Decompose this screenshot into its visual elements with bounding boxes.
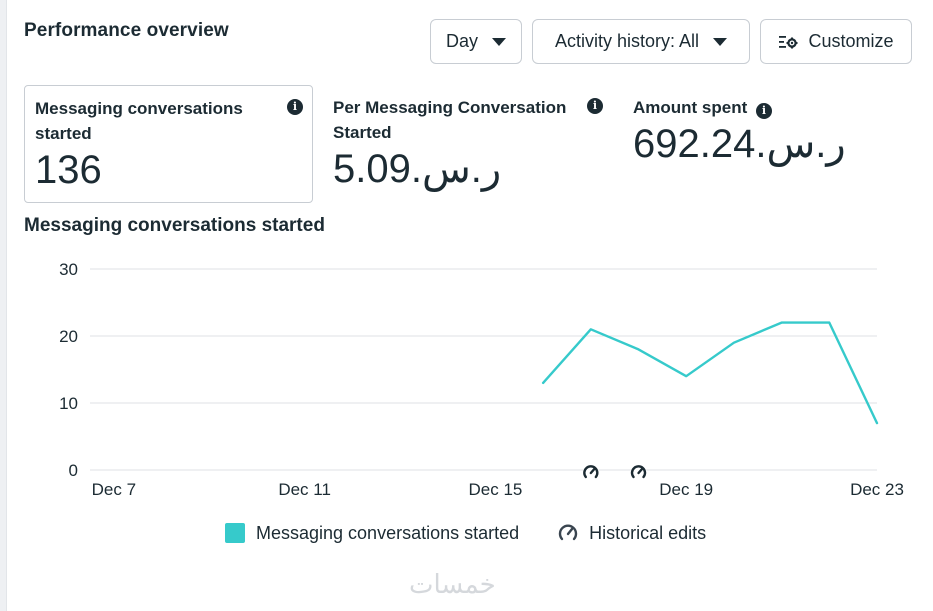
activity-history-label: Activity history: All bbox=[554, 31, 700, 51]
y-tick-label: 30 bbox=[59, 260, 78, 279]
left-rail bbox=[0, 0, 7, 611]
legend-label: Messaging conversations started bbox=[256, 522, 520, 543]
customize-label: Customize bbox=[808, 31, 894, 51]
historical-edit-marker[interactable] bbox=[582, 464, 599, 480]
chart-title: Messaging conversations started bbox=[24, 215, 325, 236]
x-tick-label: Dec 19 bbox=[659, 480, 713, 499]
metric-label-row: Amount spent i bbox=[633, 95, 913, 120]
line-chart: 0 10 20 30 Dec 7 Dec 11 Dec 15 Dec 19 Dec 23 bbox=[59, 260, 904, 499]
metric-value: 136 bbox=[35, 148, 102, 192]
page-title: Performance overview bbox=[24, 20, 229, 41]
watermark: خمسات bbox=[409, 570, 496, 600]
metric-label: Amount spent bbox=[633, 98, 748, 117]
caret-down-icon bbox=[492, 37, 506, 46]
legend-label: Historical edits bbox=[589, 522, 707, 543]
series-line bbox=[541, 321, 879, 425]
x-tick-label: Dec 23 bbox=[850, 480, 904, 499]
metric-value: 5.09.ر.س bbox=[333, 147, 502, 191]
metric-label: Per Messaging Conversation Started bbox=[333, 98, 567, 142]
activity-history-dropdown[interactable]: Activity history: All bbox=[532, 19, 750, 64]
info-icon[interactable]: i bbox=[587, 98, 603, 114]
caret-down-icon bbox=[713, 37, 728, 46]
metric-card-cost-per-conversation[interactable]: Per Messaging Conversation Started 5.09.… bbox=[333, 85, 613, 203]
legend-swatch bbox=[225, 523, 245, 543]
historical-edit-marker[interactable] bbox=[630, 464, 647, 480]
chart-legend: Messaging conversations started Historic… bbox=[225, 522, 706, 544]
legend-item-conversations[interactable]: Messaging conversations started bbox=[225, 523, 519, 544]
metric-card-amount-spent[interactable]: Amount spent i 692.24.ر.س bbox=[633, 85, 913, 203]
metric-card-conversations[interactable]: Messaging conversations started 136 i bbox=[24, 85, 313, 203]
info-icon[interactable]: i bbox=[756, 103, 773, 119]
metric-value: 692.24.ر.س bbox=[633, 122, 846, 166]
day-dropdown-label: Day bbox=[445, 31, 478, 51]
y-tick-label: 10 bbox=[59, 394, 78, 413]
x-tick-label: Dec 7 bbox=[92, 480, 136, 499]
info-icon[interactable]: i bbox=[287, 99, 303, 115]
historical-edit-icon bbox=[559, 524, 578, 541]
y-tick-label: 0 bbox=[69, 461, 78, 480]
customize-button[interactable]: Customize bbox=[760, 19, 912, 64]
metric-label: Messaging conversations started bbox=[35, 99, 243, 143]
y-tick-label: 20 bbox=[59, 327, 78, 346]
legend-item-historical-edits[interactable]: Historical edits bbox=[557, 522, 706, 544]
day-dropdown[interactable]: Day bbox=[430, 19, 522, 64]
x-tick-label: Dec 15 bbox=[468, 480, 522, 499]
x-tick-label: Dec 11 bbox=[278, 480, 331, 499]
customize-icon bbox=[779, 35, 798, 48]
